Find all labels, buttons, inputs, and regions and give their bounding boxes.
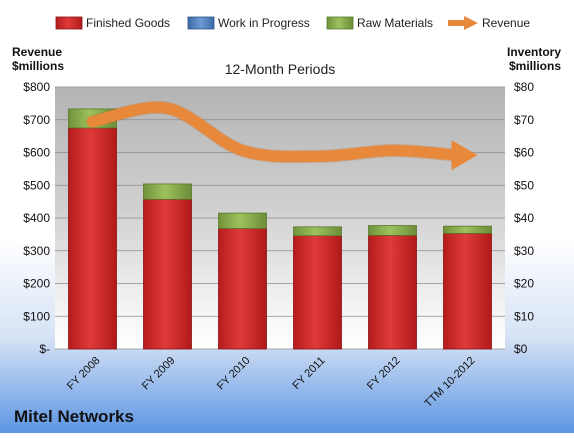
revenue-line	[87, 101, 461, 163]
revenue-line-group	[86, 100, 478, 171]
revenue-arrowhead	[451, 140, 478, 171]
legend-swatch-revenue-arrow	[464, 16, 478, 30]
right-tick-label: $0	[514, 342, 528, 356]
right-tick-label: $20	[514, 277, 534, 291]
bar-finished-goods	[143, 198, 192, 350]
left-tick-label: $500	[23, 178, 50, 192]
legend-swatch-work-in-progress	[187, 16, 215, 30]
bar-finished-goods	[68, 127, 117, 350]
chart-subtitle: 12-Month Periods	[225, 61, 336, 77]
left-axis-title-line1: Revenue	[12, 45, 62, 59]
bar-raw-materials	[368, 225, 417, 236]
right-axis-title-line2: $millions	[509, 59, 561, 73]
bar-raw-materials	[293, 226, 342, 237]
left-tick-label: $600	[23, 146, 50, 160]
left-axis-ticks: $- $100 $200 $300 $400 $500 $600 $700 $800	[23, 80, 50, 356]
legend-label-work-in-progress: Work in Progress	[218, 16, 310, 30]
legend-label-finished-goods: Finished Goods	[86, 16, 170, 30]
left-tick-label: $700	[23, 113, 50, 127]
legend-label-raw-materials: Raw Materials	[357, 16, 433, 30]
legend: Finished Goods Work in Progress Raw Mate…	[55, 16, 530, 30]
right-tick-label: $50	[514, 178, 534, 192]
legend-swatch-raw-materials	[326, 16, 354, 30]
bar-finished-goods	[293, 235, 342, 350]
left-tick-label: $-	[39, 342, 50, 356]
left-axis-title-line2: $millions	[12, 59, 64, 73]
right-axis-ticks: $0 $10 $20 $30 $40 $50 $60 $70 $80	[514, 80, 534, 356]
bar-finished-goods	[218, 228, 267, 350]
bar-raw-materials	[218, 212, 267, 229]
bar-finished-goods	[368, 234, 417, 350]
bar-raw-materials	[143, 183, 192, 200]
right-tick-label: $80	[514, 80, 534, 94]
bar-finished-goods	[443, 232, 492, 350]
left-tick-label: $300	[23, 244, 50, 258]
right-tick-label: $70	[514, 113, 534, 127]
right-tick-label: $40	[514, 211, 534, 225]
right-tick-label: $60	[514, 146, 534, 160]
right-tick-label: $10	[514, 309, 534, 323]
legend-swatch-finished-goods	[55, 16, 83, 30]
bars	[68, 108, 492, 350]
bar-raw-materials	[443, 225, 492, 234]
left-tick-label: $800	[23, 80, 50, 94]
right-axis-title-line1: Inventory	[507, 45, 561, 59]
left-tick-label: $400	[23, 211, 50, 225]
right-tick-label: $30	[514, 244, 534, 258]
left-tick-label: $100	[23, 309, 50, 323]
legend-label-revenue: Revenue	[482, 16, 530, 30]
company-name: Mitel Networks	[14, 407, 134, 426]
left-tick-label: $200	[23, 277, 50, 291]
